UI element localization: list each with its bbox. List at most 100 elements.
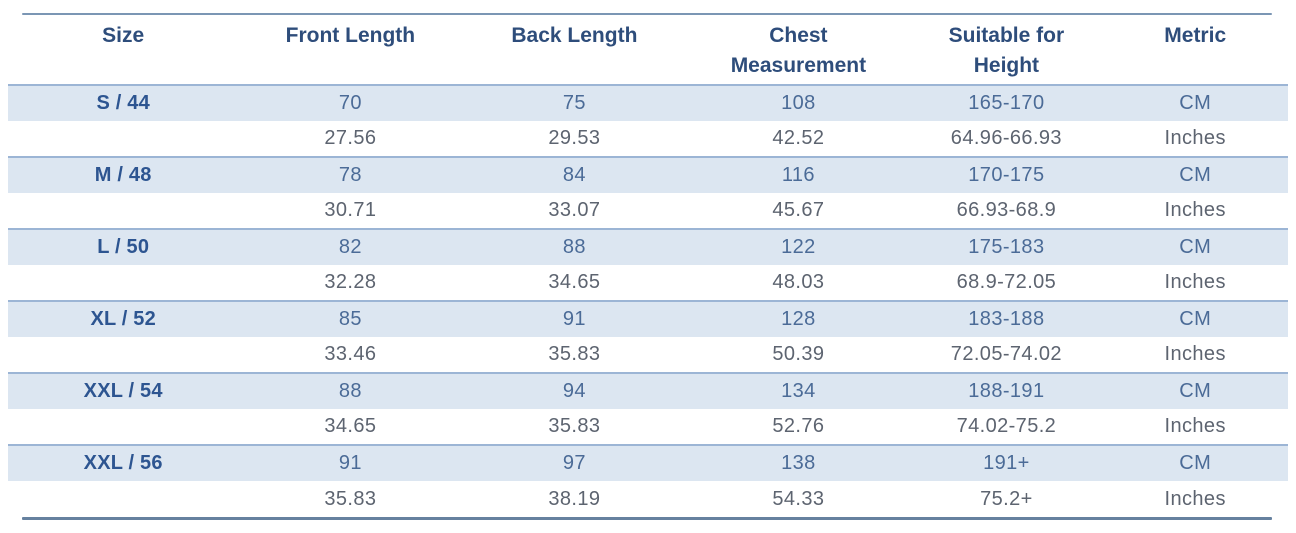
header-row: Size Front Length Back Length Chest Measure… [8,15,1288,85]
table-row-inches: 33.46 35.83 50.39 72.05-74.02 Inches [8,337,1288,373]
table-row-cm: XXL / 54 88 94 134 188-191 CM [8,373,1288,409]
value-cell: 27.56 [324,127,377,149]
column-header-back-length: Back Length [462,15,686,85]
value-cell: 74.02-75.2 [956,415,1057,437]
table-row-inches: 34.65 35.83 52.76 74.02-75.2 Inches [8,409,1288,445]
value-cell: 33.46 [324,343,377,365]
column-header-label: Front Length [285,24,416,47]
metric-cell: Inches [1164,343,1226,365]
metric-cell: CM [1179,236,1212,258]
table-row-cm: XXL / 56 91 97 138 191+ CM [8,445,1288,481]
column-header-suitable-for-height: Suitable for Height [910,15,1102,85]
table-row-inches: 32.28 34.65 48.03 68.9-72.05 Inches [8,265,1288,301]
table-row-cm: L / 50 82 88 122 175-183 CM [8,229,1288,265]
value-cell: 38.19 [548,487,601,510]
size-cell: XXL / 56 [83,452,163,474]
value-cell: 33.07 [548,199,601,221]
size-cell: L / 50 [97,236,150,258]
metric-cell: Inches [1164,487,1226,510]
table-row-inches: 30.71 33.07 45.67 66.93-68.9 Inches [8,193,1288,229]
size-cell [8,337,238,373]
table-row-cm: M / 48 78 84 116 170-175 CM [8,157,1288,193]
value-cell: 128 [781,308,816,330]
metric-cell: CM [1179,164,1212,186]
value-cell: 64.96-66.93 [950,127,1062,149]
value-cell: 34.65 [324,415,377,437]
value-cell: 122 [781,236,816,258]
value-cell: 70 [338,92,362,114]
metric-cell: Inches [1164,127,1226,149]
table-row-inches: 35.83 38.19 54.33 75.2+ Inches [8,481,1288,517]
value-cell: 183-188 [968,308,1045,330]
size-cell: XL / 52 [90,308,156,330]
size-cell [8,265,238,301]
metric-cell: Inches [1164,199,1226,221]
size-cell [8,193,238,229]
table-bottom-rule [22,517,1272,520]
value-cell: 30.71 [324,199,377,221]
column-header-label: Size [102,24,145,47]
value-cell: 54.33 [772,487,825,510]
value-cell: 45.67 [772,199,825,221]
value-cell: 66.93-68.9 [956,199,1057,221]
value-cell: 78 [338,164,362,186]
value-cell: 88 [562,236,586,258]
value-cell: 97 [562,452,586,474]
size-cell: XXL / 54 [83,380,163,402]
value-cell: 52.76 [772,415,825,437]
value-cell: 72.05-74.02 [950,343,1062,365]
metric-cell: CM [1179,452,1212,474]
metric-cell: Inches [1164,415,1226,437]
value-cell: 165-170 [968,92,1045,114]
table-row-cm: S / 44 70 75 108 165-170 CM [8,85,1288,121]
value-cell: 91 [338,452,362,474]
table-top-rule [22,13,1272,15]
metric-cell: CM [1179,308,1212,330]
value-cell: 138 [781,452,816,474]
value-cell: 68.9-72.05 [956,271,1057,293]
value-cell: 134 [781,380,816,402]
column-header-label: Suitable for Height [948,24,1065,77]
metric-cell: CM [1179,92,1212,114]
value-cell: 116 [781,164,815,186]
value-cell: 35.83 [548,415,601,437]
column-header-label: Chest Measurement [730,24,867,77]
value-cell: 48.03 [772,271,825,293]
table-row-inches: 27.56 29.53 42.52 64.96-66.93 Inches [8,121,1288,157]
value-cell: 91 [562,308,586,330]
size-cell [8,481,238,517]
metric-cell: CM [1179,380,1212,402]
value-cell: 188-191 [968,380,1045,402]
column-header-label: Metric [1164,24,1227,47]
value-cell: 170-175 [968,164,1045,186]
column-header-metric: Metric [1102,15,1288,85]
value-cell: 82 [338,236,362,258]
size-cell: M / 48 [94,164,152,186]
table-body: S / 44 70 75 108 165-170 CM 27.56 29.53 42.52 64.… [8,85,1288,517]
size-chart-table: Size Front Length Back Length Chest Measure… [8,15,1288,517]
size-cell [8,121,238,157]
value-cell: 85 [338,308,362,330]
value-cell: 32.28 [324,271,377,293]
value-cell: 29.53 [548,127,601,149]
table-row-cm: XL / 52 85 91 128 183-188 CM [8,301,1288,337]
value-cell: 88 [338,380,362,402]
value-cell: 108 [781,92,816,114]
value-cell: 35.83 [324,487,377,510]
table-header: Size Front Length Back Length Chest Measure… [8,15,1288,85]
value-cell: 75.2+ [980,487,1033,510]
value-cell: 175-183 [968,236,1045,258]
metric-cell: Inches [1164,271,1226,293]
value-cell: 75 [562,92,586,114]
size-cell: S / 44 [96,92,150,114]
value-cell: 34.65 [548,271,601,293]
column-header-size: Size [8,15,238,85]
column-header-label: Back Length [511,24,638,47]
column-header-front-length: Front Length [238,15,462,85]
value-cell: 94 [562,380,586,402]
value-cell: 191+ [983,452,1030,474]
value-cell: 35.83 [548,343,601,365]
value-cell: 42.52 [772,127,825,149]
column-header-chest-measurement: Chest Measurement [686,15,910,85]
